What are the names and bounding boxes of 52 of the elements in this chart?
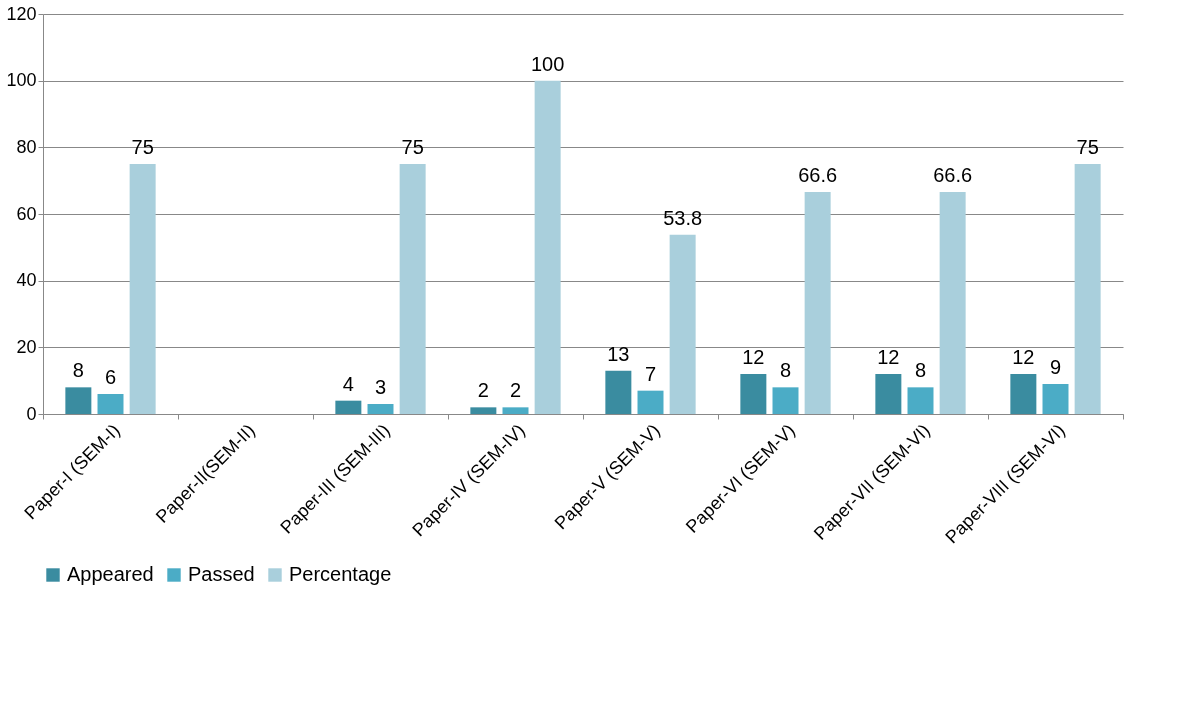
bar bbox=[367, 404, 394, 414]
y-tick-label: 60 bbox=[16, 203, 37, 224]
data-label: 7 bbox=[644, 362, 657, 385]
data-label: 12 bbox=[1012, 346, 1035, 368]
legend-label: Passed bbox=[188, 563, 255, 585]
bar bbox=[804, 192, 831, 414]
y-tick-label: 40 bbox=[16, 270, 37, 291]
bar bbox=[772, 387, 799, 414]
bar bbox=[939, 192, 966, 414]
data-label: 8 bbox=[914, 359, 927, 382]
bar bbox=[605, 370, 632, 414]
bar bbox=[907, 387, 934, 414]
data-label: 13 bbox=[607, 342, 630, 365]
bar bbox=[1010, 374, 1037, 414]
y-tick-label: 120 bbox=[6, 3, 37, 24]
bar bbox=[97, 394, 124, 414]
data-label: 9 bbox=[1049, 356, 1062, 378]
legend-label: Appeared bbox=[67, 563, 154, 585]
data-label: 75 bbox=[401, 136, 424, 158]
data-label: 12 bbox=[742, 346, 765, 368]
data-label: 8 bbox=[72, 359, 84, 382]
y-tick-label: 80 bbox=[16, 136, 37, 157]
data-label: 2 bbox=[509, 379, 522, 402]
bar bbox=[335, 400, 362, 414]
bar bbox=[399, 164, 426, 414]
data-label: 3 bbox=[374, 376, 387, 398]
y-tick-label: 0 bbox=[26, 403, 37, 424]
bar bbox=[534, 80, 561, 414]
data-label: 75 bbox=[131, 136, 154, 158]
data-label: 53.8 bbox=[663, 206, 703, 229]
data-label: 66.6 bbox=[798, 164, 838, 186]
data-label: 66.6 bbox=[933, 164, 973, 186]
y-tick-label: 100 bbox=[6, 70, 37, 91]
data-label: 12 bbox=[877, 346, 900, 368]
data-label: 4 bbox=[342, 372, 354, 395]
y-tick-label: 20 bbox=[16, 336, 37, 357]
data-label: 100 bbox=[530, 52, 565, 75]
bar bbox=[637, 390, 664, 414]
bar bbox=[65, 387, 92, 414]
data-label: 2 bbox=[477, 379, 489, 402]
bar bbox=[669, 234, 696, 414]
data-label: 8 bbox=[779, 359, 792, 382]
legend-label: Percentage bbox=[289, 563, 392, 585]
data-label: 6 bbox=[104, 366, 117, 388]
bar bbox=[1042, 384, 1069, 414]
bar bbox=[1074, 164, 1101, 414]
bar bbox=[129, 164, 156, 414]
data-label: 75 bbox=[1076, 136, 1099, 158]
bar bbox=[740, 374, 767, 414]
bar bbox=[502, 407, 529, 414]
bar bbox=[470, 407, 497, 414]
bar bbox=[875, 374, 902, 414]
